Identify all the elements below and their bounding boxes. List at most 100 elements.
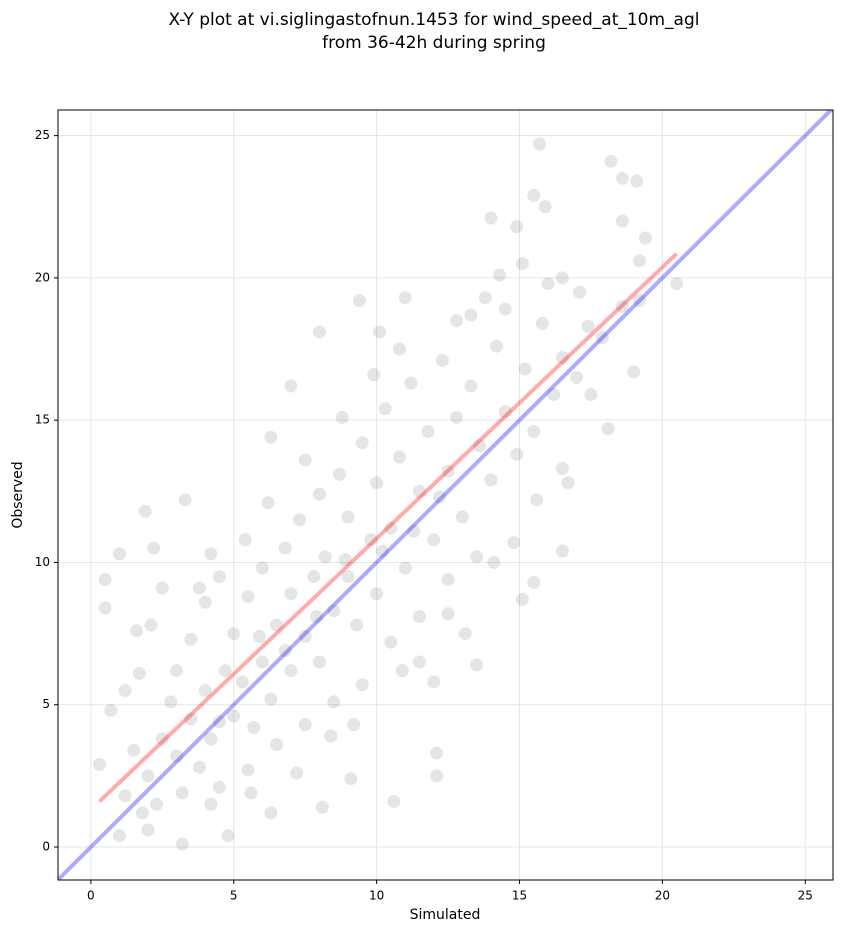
point	[364, 533, 378, 547]
point	[615, 171, 629, 185]
x-tick-label: 25	[798, 889, 813, 903]
point	[601, 422, 615, 436]
point	[141, 769, 155, 783]
point	[112, 547, 126, 561]
point	[375, 544, 389, 558]
point	[255, 561, 269, 575]
point	[212, 715, 226, 729]
point	[170, 749, 184, 763]
fit-line	[98, 252, 679, 803]
point	[458, 627, 472, 641]
point	[298, 453, 312, 467]
point	[412, 610, 426, 624]
point	[487, 555, 501, 569]
point	[332, 467, 346, 481]
point	[341, 570, 355, 584]
point	[204, 797, 218, 811]
point	[241, 763, 255, 777]
point	[561, 476, 575, 490]
point	[312, 655, 326, 669]
chart-title: X-Y plot at vi.siglingastofnun.1453 for …	[168, 10, 699, 30]
x-axis-label: Simulated	[410, 907, 481, 923]
point	[130, 624, 144, 638]
point	[581, 319, 595, 333]
point	[261, 496, 275, 510]
point	[255, 655, 269, 669]
point	[392, 450, 406, 464]
point	[527, 188, 541, 202]
point	[430, 746, 444, 760]
point	[244, 786, 258, 800]
point	[541, 277, 555, 291]
point	[604, 154, 618, 168]
fit-line	[58, 110, 833, 880]
point	[407, 524, 421, 538]
point	[270, 738, 284, 752]
point	[535, 316, 549, 330]
point	[555, 271, 569, 285]
x-tick-label: 5	[230, 889, 238, 903]
point	[252, 629, 266, 643]
point	[484, 211, 498, 225]
point	[530, 493, 544, 507]
point	[464, 379, 478, 393]
point	[570, 370, 584, 384]
point	[284, 379, 298, 393]
point	[150, 797, 164, 811]
point	[441, 573, 455, 587]
point	[235, 675, 249, 689]
point	[284, 664, 298, 678]
x-tick-label: 15	[512, 889, 527, 903]
point	[367, 368, 381, 382]
x-tick-label: 10	[369, 889, 384, 903]
point	[473, 439, 487, 453]
point	[510, 220, 524, 234]
point	[370, 476, 384, 490]
point	[155, 732, 169, 746]
point	[392, 342, 406, 356]
plot-area	[58, 110, 833, 880]
point	[212, 780, 226, 794]
point	[315, 800, 329, 814]
point	[241, 590, 255, 604]
point	[398, 561, 412, 575]
x-tick-label: 0	[87, 889, 95, 903]
x-tick-label: 20	[655, 889, 670, 903]
point	[118, 683, 132, 697]
point	[378, 402, 392, 416]
point	[547, 388, 561, 402]
point	[155, 581, 169, 595]
point	[147, 541, 161, 555]
point	[327, 604, 341, 618]
point	[533, 137, 547, 151]
point	[412, 484, 426, 498]
point	[347, 718, 361, 732]
point	[184, 632, 198, 646]
point	[192, 581, 206, 595]
point	[198, 595, 212, 609]
point	[430, 769, 444, 783]
point	[555, 544, 569, 558]
point	[470, 658, 484, 672]
point	[292, 513, 306, 527]
point	[227, 709, 241, 723]
point	[164, 695, 178, 709]
y-tick-label: 5	[42, 697, 50, 711]
y-tick-label: 20	[35, 270, 50, 284]
point	[615, 299, 629, 313]
point	[290, 766, 304, 780]
point	[527, 575, 541, 589]
point	[184, 712, 198, 726]
point	[527, 425, 541, 439]
point	[138, 504, 152, 518]
point	[464, 308, 478, 322]
point	[298, 629, 312, 643]
point	[493, 268, 507, 282]
point	[435, 353, 449, 367]
point	[198, 683, 212, 697]
point	[633, 254, 647, 268]
point	[515, 257, 529, 271]
point	[112, 829, 126, 843]
point	[384, 521, 398, 535]
point	[615, 214, 629, 228]
